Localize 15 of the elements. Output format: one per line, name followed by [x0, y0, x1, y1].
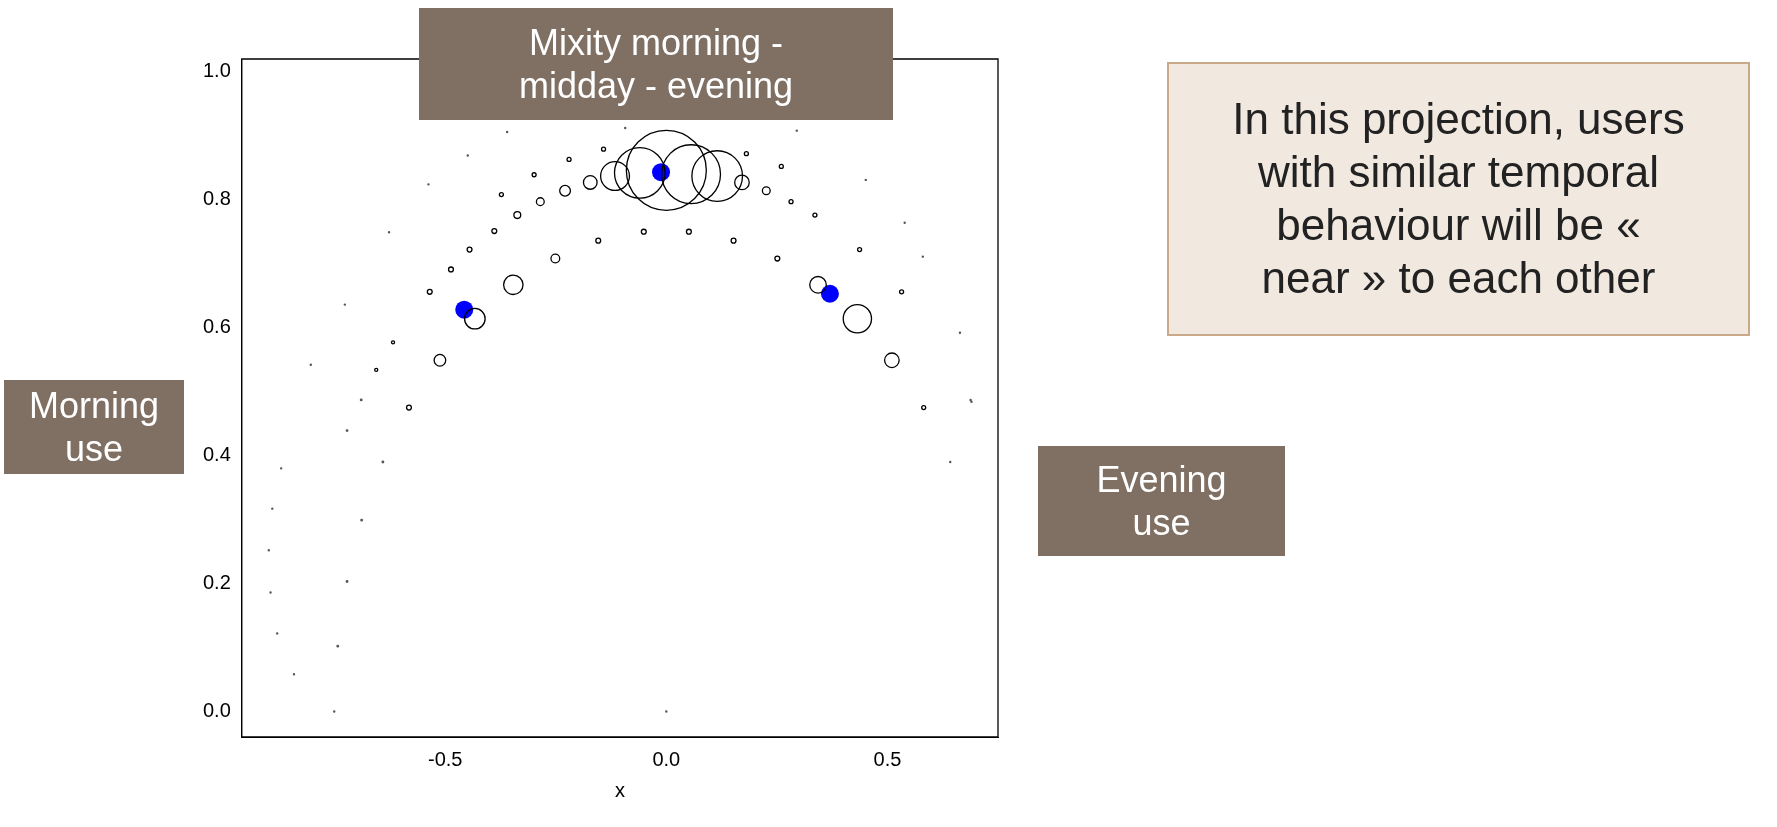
caption-box: Evening use	[1038, 446, 1285, 556]
x-tick-label: 0.0	[652, 747, 681, 770]
y-tick-label: 0.8	[202, 187, 231, 210]
y-tick-label: 0.2	[202, 571, 231, 594]
y-tick-label: 0.4	[202, 443, 231, 466]
y-tick-label: 0.6	[202, 315, 231, 338]
x-tick-label: -0.5	[427, 747, 463, 770]
x-tick-label: 0.5	[873, 747, 902, 770]
y-tick-label: 0.0	[202, 698, 231, 721]
x-axis-title: x	[614, 778, 625, 801]
y-tick-label: 1.0	[202, 59, 231, 82]
annotation: Mixity morning - midday - evening	[517, 20, 795, 108]
caption-box: Mixity morning - midday - evening	[419, 8, 893, 120]
caption-box: In this projection, users with similar temporal behaviour will be « near » to each other	[1167, 62, 1750, 336]
caption-box: Morning use	[4, 380, 184, 475]
